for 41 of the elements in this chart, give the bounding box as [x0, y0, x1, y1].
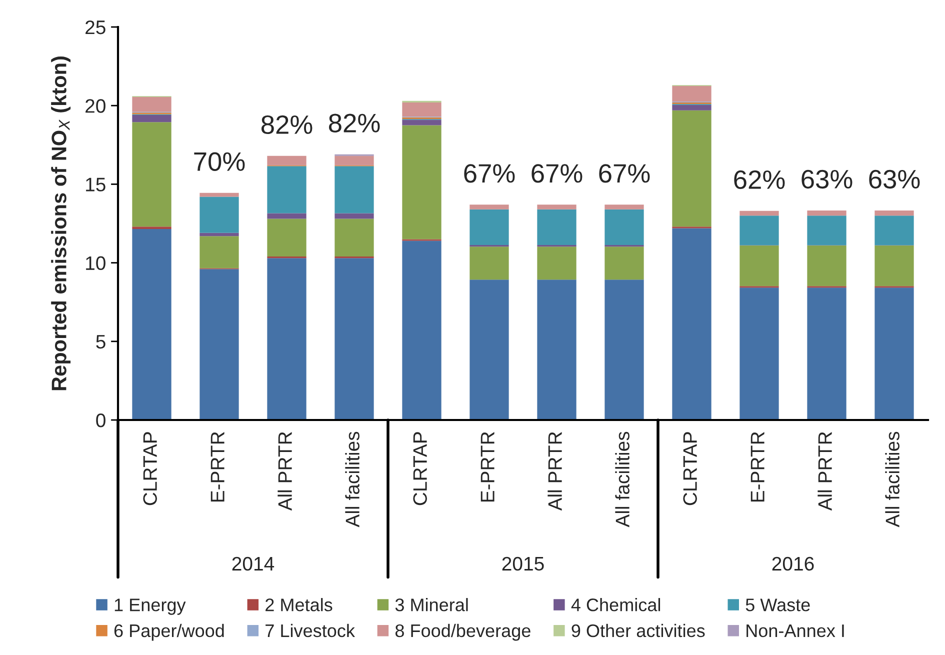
- y-tick-label: 20: [86, 99, 106, 113]
- annotation: 70%: [194, 152, 245, 171]
- legend-label: 2 Metals: [266, 598, 332, 612]
- x-tick-label: All PRTR: [278, 432, 292, 511]
- y-tick-label: 10: [86, 256, 106, 270]
- x-tick-label: CLRTAP: [143, 432, 157, 506]
- x-tick-label: All facilities: [345, 432, 360, 528]
- annotation: 62%: [734, 170, 785, 190]
- annotation: 63%: [869, 170, 920, 189]
- annotation: 82%: [328, 114, 380, 132]
- annotation: 67%: [464, 164, 515, 183]
- x-tick-label: E-PRTR: [480, 432, 494, 502]
- y-tick-label: 15: [86, 178, 106, 192]
- text: 2015: [502, 556, 544, 571]
- legend-label: 6 Paper/wood: [114, 624, 224, 641]
- y-tick-label: 0: [96, 413, 106, 428]
- y-tick-label: 25: [86, 20, 106, 34]
- x-tick-label: E-PRTR: [750, 432, 764, 502]
- legend-label: 5 Waste: [746, 598, 810, 612]
- legend-label: 4 Chemical: [571, 598, 660, 612]
- x-tick-label: All PRTR: [818, 432, 832, 511]
- annotation: 63%: [802, 170, 852, 189]
- legend-label: 1 Energy: [114, 598, 186, 615]
- text: 2016: [772, 556, 814, 571]
- legend-label: 8 Food/beverage: [395, 624, 530, 641]
- legend-label: 9 Other activities: [572, 624, 705, 638]
- y-axis-title: Reported emissions of NO$_{X}$ (kton): [51, 56, 71, 390]
- x-tick-label: CLRTAP: [413, 432, 427, 506]
- x-tick-label: All PRTR: [548, 432, 562, 511]
- x-tick-label: CLRTAP: [683, 432, 697, 506]
- y-tick-label: 5: [96, 335, 106, 349]
- annotation: 67%: [599, 164, 650, 183]
- annotation: 82%: [261, 115, 312, 134]
- x-tick-label: All facilities: [615, 432, 630, 528]
- text: 2014: [232, 556, 274, 571]
- annotation: 67%: [532, 164, 582, 183]
- legend-label: 7 Livestock: [266, 624, 355, 638]
- x-tick-label: E-PRTR: [210, 432, 224, 502]
- x-tick-label: All facilities: [885, 432, 900, 528]
- legend-label: Non-Annex I: [746, 624, 844, 638]
- legend-label: 3 Mineral: [395, 598, 468, 612]
